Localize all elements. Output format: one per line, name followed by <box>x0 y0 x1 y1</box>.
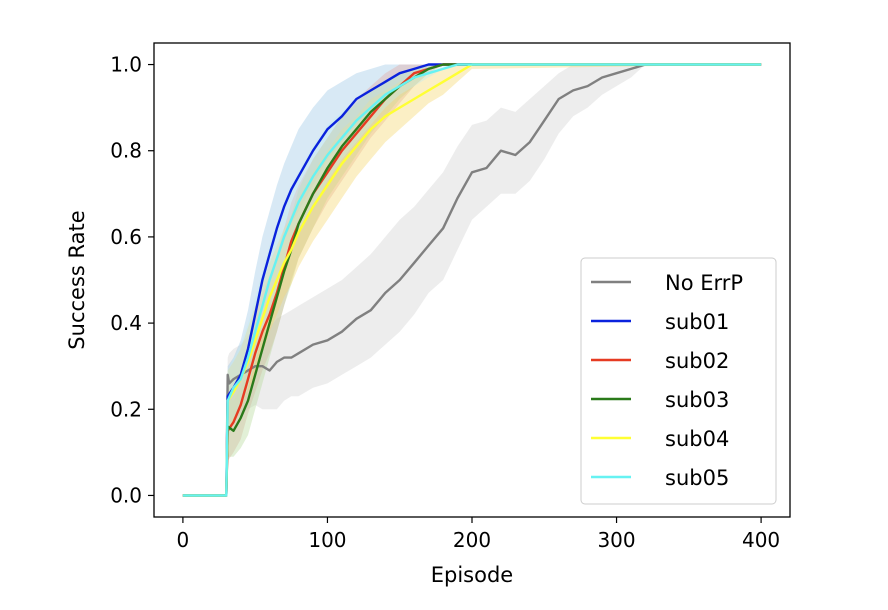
x-tick-label: 400 <box>742 528 780 552</box>
line-sub01 <box>182 63 762 497</box>
x-tick-label: 100 <box>308 528 346 552</box>
y-tick-label: 0.0 <box>110 483 142 507</box>
legend-label: sub03 <box>665 388 729 412</box>
x-tick-label: 300 <box>597 528 635 552</box>
legend: No ErrP sub01 sub02 sub03 sub04 sub05 <box>580 257 777 505</box>
y-tick-label: 0.2 <box>110 397 142 421</box>
legend-label: sub05 <box>665 466 729 490</box>
band-no-errp <box>182 64 762 496</box>
x-axis-label: Episode <box>431 563 513 587</box>
legend-label: sub02 <box>665 349 729 373</box>
legend-box <box>580 257 777 505</box>
legend-label: sub04 <box>665 427 729 451</box>
legend-label: No ErrP <box>665 271 743 295</box>
y-tick-label: 0.4 <box>110 311 142 335</box>
y-tick-label: 0.8 <box>110 139 142 163</box>
series-lines <box>182 63 762 497</box>
y-tick-label: 1.0 <box>110 53 142 77</box>
x-tick-label: 200 <box>453 528 491 552</box>
line-sub05 <box>182 63 762 497</box>
y-tick-label: 0.6 <box>110 225 142 249</box>
legend-label: sub01 <box>665 310 729 334</box>
y-axis-ticks: 0.0 0.2 0.4 0.6 0.8 1.0 <box>110 53 154 507</box>
x-axis-ticks: 0 100 200 300 400 <box>177 517 780 552</box>
y-axis-label: Success Rate <box>65 210 89 349</box>
x-tick-label: 0 <box>177 528 190 552</box>
line-sub03 <box>182 63 762 497</box>
